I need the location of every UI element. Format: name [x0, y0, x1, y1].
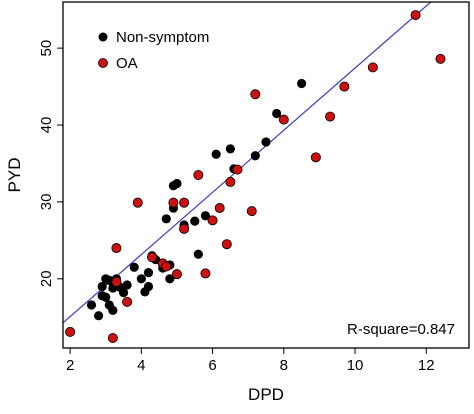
point-oa — [410, 10, 421, 21]
x-tick-label: 12 — [418, 357, 435, 374]
point-non-symptom — [108, 305, 118, 315]
plot-frame — [62, 1, 470, 349]
x-axis-title: DPD — [248, 385, 284, 404]
point-oa — [171, 269, 182, 280]
point-non-symptom — [193, 249, 203, 259]
point-non-symptom — [101, 292, 111, 302]
point-non-symptom — [250, 151, 260, 161]
legend: Non-symptom OA — [98, 29, 209, 72]
point-non-symptom — [297, 78, 307, 89]
y-tick-label: 40 — [38, 117, 55, 134]
point-non-symptom — [161, 214, 171, 224]
point-oa — [310, 152, 321, 163]
y-axis-title: PYD — [5, 158, 24, 193]
x-tick-label: 10 — [347, 357, 364, 374]
point-oa — [107, 333, 118, 344]
point-oa — [339, 81, 350, 92]
point-non-symptom — [94, 311, 104, 321]
point-oa — [147, 252, 158, 263]
point-non-symptom — [172, 178, 182, 189]
point-non-symptom — [190, 216, 200, 226]
point-oa — [179, 223, 190, 234]
point-non-symptom — [143, 268, 154, 278]
point-non-symptom — [86, 300, 97, 310]
point-oa — [207, 215, 218, 226]
point-oa — [435, 53, 446, 64]
y-tick-label: 30 — [38, 194, 55, 211]
point-non-symptom — [118, 288, 129, 298]
x-tick-label: 2 — [66, 357, 74, 374]
x-tick-label: 6 — [208, 357, 216, 374]
point-oa — [179, 197, 190, 208]
point-oa — [111, 276, 122, 287]
point-oa — [122, 296, 133, 307]
r-square-annotation: R-square=0.847 — [347, 321, 455, 338]
point-non-symptom — [165, 274, 175, 284]
point-oa — [193, 169, 204, 180]
point-non-symptom — [136, 274, 146, 284]
x-tick-label: 8 — [280, 357, 288, 374]
point-oa — [367, 62, 378, 73]
axis-ticks-layer: 2 4 6 8 10 12 20 30 40 50 — [38, 40, 435, 374]
point-oa — [132, 197, 143, 208]
point-oa — [65, 326, 76, 337]
point-non-symptom — [272, 108, 282, 119]
point-non-symptom — [129, 262, 139, 272]
point-oa — [325, 111, 336, 122]
point-non-symptom — [97, 281, 107, 292]
data-points-layer — [65, 10, 446, 344]
point-oa — [111, 243, 122, 254]
point-oa — [278, 114, 289, 125]
point-non-symptom — [143, 281, 154, 292]
point-non-symptom — [122, 280, 132, 290]
legend-swatch-non-symptom — [98, 32, 108, 42]
legend-label-non-symptom: Non-symptom — [116, 29, 209, 46]
x-tick-label: 4 — [137, 357, 145, 374]
point-oa — [232, 164, 243, 175]
point-oa — [246, 206, 257, 217]
point-non-symptom — [200, 211, 211, 221]
point-oa — [214, 203, 225, 214]
point-non-symptom — [211, 149, 221, 159]
point-non-symptom — [261, 137, 271, 147]
point-oa — [161, 261, 172, 272]
y-tick-label: 50 — [38, 40, 55, 57]
y-tick-label: 20 — [38, 270, 55, 287]
point-oa — [200, 268, 211, 279]
point-oa — [221, 239, 232, 250]
legend-label-oa: OA — [116, 55, 138, 72]
point-oa — [225, 176, 236, 187]
point-oa — [250, 89, 261, 100]
legend-swatch-oa — [98, 58, 108, 68]
point-non-symptom — [225, 144, 235, 154]
point-oa — [168, 197, 179, 208]
